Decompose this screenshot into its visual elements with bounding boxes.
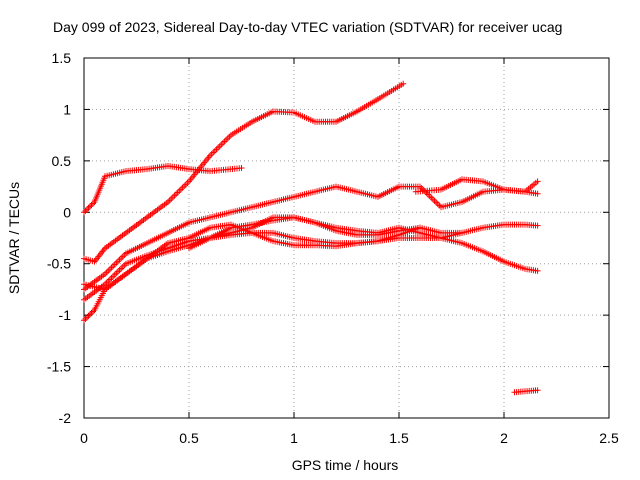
data-point-marker	[534, 222, 541, 229]
y-axis-label: SDTVAR / TECUs	[6, 182, 22, 294]
y-tick-label: -2	[59, 410, 72, 426]
y-tick-label: 1.5	[52, 50, 72, 66]
y-tick-label: -0.5	[47, 256, 71, 272]
y-tick-label: -1.5	[47, 359, 71, 375]
data-point-marker	[400, 80, 407, 87]
data-point-marker	[84, 206, 90, 213]
data-point-marker	[534, 178, 541, 185]
data-point-marker	[88, 201, 95, 208]
series-sat-c	[81, 183, 541, 293]
x-tick-label: 1	[290, 430, 298, 446]
series-sat-b	[81, 80, 407, 265]
x-tick-label: 0.5	[179, 430, 199, 446]
series-sat-e	[81, 214, 541, 324]
data-point-marker	[534, 267, 541, 274]
series-sat-h	[186, 214, 423, 252]
plot-frame	[83, 57, 610, 419]
data-point-marker	[238, 165, 245, 172]
y-tick-label: 0.5	[52, 153, 72, 169]
data-markers	[81, 80, 541, 396]
data-point-marker	[81, 317, 87, 324]
series-sat-i	[511, 387, 541, 396]
data-point-marker	[81, 209, 87, 216]
data-point-marker	[87, 311, 93, 318]
x-axis-label: GPS time / hours	[292, 457, 399, 473]
y-tick-label: 1	[63, 101, 71, 117]
series-sat-d	[412, 176, 541, 195]
data-point-marker	[85, 312, 92, 319]
x-tick-label: 1.5	[389, 430, 409, 446]
x-tick-label: 2	[500, 430, 508, 446]
series-sat-a	[81, 163, 245, 216]
data-point-marker	[534, 190, 541, 197]
data-point-marker	[459, 229, 465, 236]
x-ticks: 0 0.5 1 1.5 2 2.5	[80, 58, 619, 446]
data-point-marker	[417, 224, 423, 231]
x-tick-label: 0	[80, 430, 88, 446]
data-point-marker	[87, 203, 93, 210]
x-tick-label: 2.5	[599, 430, 619, 446]
data-point-marker	[82, 207, 89, 214]
data-point-marker	[82, 315, 89, 322]
y-tick-label: -1	[59, 307, 72, 323]
y-ticks: -2 -1.5 -1 -0.5 0 0.5 1 1.5	[47, 50, 609, 426]
data-point-marker	[534, 387, 541, 394]
y-tick-label: 0	[63, 204, 71, 220]
chart-title: Day 099 of 2023, Sidereal Day-to-day VTE…	[53, 19, 562, 35]
data-point-marker	[85, 204, 92, 211]
